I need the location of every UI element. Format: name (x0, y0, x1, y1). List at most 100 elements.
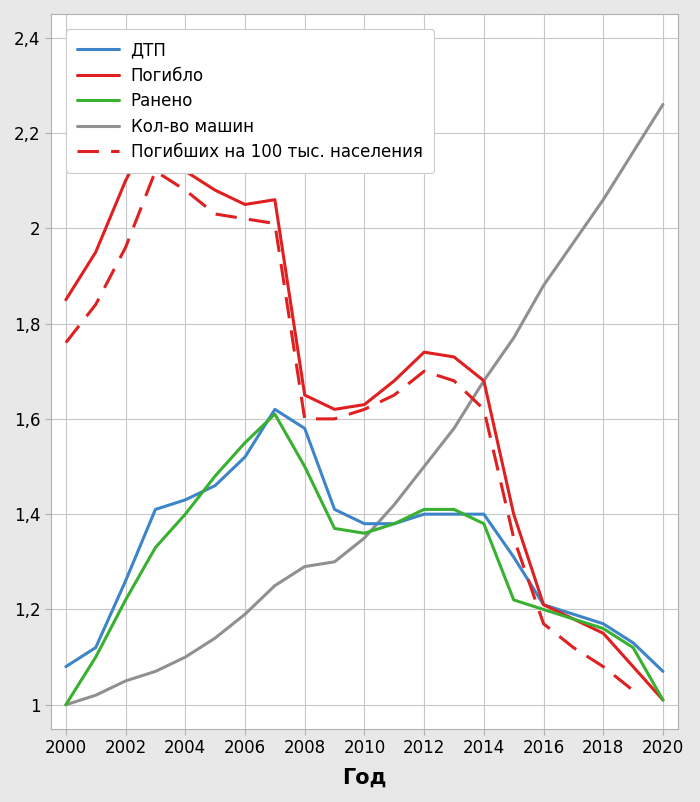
Ранено (390, 519, 398, 529)
Погибло (330, 404, 339, 414)
Погибших на 100 тыс. населения (390, 391, 398, 400)
ДТП (390, 519, 398, 529)
Погибло (211, 185, 219, 195)
ДТП (540, 600, 548, 610)
Погибших на 100 тыс. населения (420, 367, 428, 376)
ДТП (360, 519, 369, 529)
Погибло (390, 376, 398, 386)
ДТП (510, 553, 518, 562)
Погибших на 100 тыс. населения (330, 414, 339, 423)
Погибших на 100 тыс. населения (480, 404, 488, 414)
Line: Погибло: Погибло (66, 124, 663, 700)
Погибших на 100 тыс. населения (450, 376, 459, 386)
Погибших на 100 тыс. населения (569, 642, 577, 652)
Кол-во машин (420, 462, 428, 472)
Погибших на 100 тыс. населения (181, 185, 190, 195)
Ранено (330, 524, 339, 533)
Погибло (62, 295, 70, 305)
Кол-во машин (569, 237, 577, 247)
Погибших на 100 тыс. населения (629, 686, 637, 695)
Кол-во машин (300, 561, 309, 571)
Кол-во машин (241, 610, 249, 619)
Кол-во машин (510, 333, 518, 342)
Ранено (211, 472, 219, 481)
Ранено (450, 504, 459, 514)
Кол-во машин (659, 99, 667, 109)
Погибло (360, 399, 369, 409)
Погибших на 100 тыс. населения (540, 619, 548, 629)
Кол-во машин (330, 557, 339, 567)
Кол-во машин (480, 376, 488, 386)
Line: Кол-во машин: Кол-во машин (66, 104, 663, 705)
Кол-во машин (211, 634, 219, 643)
Кол-во машин (151, 666, 160, 676)
Line: Ранено: Ранено (66, 414, 663, 705)
Погибших на 100 тыс. населения (151, 166, 160, 176)
Ранено (629, 642, 637, 652)
Погибло (92, 247, 100, 257)
Погибших на 100 тыс. населения (62, 338, 70, 347)
Погибло (151, 119, 160, 128)
Кол-во машин (540, 281, 548, 290)
ДТП (62, 662, 70, 671)
Ранено (271, 409, 279, 419)
ДТП (450, 509, 459, 519)
Погибло (121, 176, 130, 185)
Ранено (181, 509, 190, 519)
Ранено (569, 614, 577, 624)
Погибло (599, 629, 608, 638)
ДТП (241, 452, 249, 462)
Legend: ДТП, Погибло, Ранено, Кол-во машин, Погибших на 100 тыс. населения: ДТП, Погибло, Ранено, Кол-во машин, Поги… (66, 30, 434, 172)
Погибло (241, 200, 249, 209)
Погибло (659, 695, 667, 705)
Погибло (510, 509, 518, 519)
ДТП (420, 509, 428, 519)
Ранено (659, 695, 667, 705)
Line: Погибших на 100 тыс. населения: Погибших на 100 тыс. населения (66, 171, 633, 691)
Погибших на 100 тыс. населения (121, 242, 130, 252)
ДТП (211, 480, 219, 490)
Погибших на 100 тыс. населения (271, 219, 279, 229)
Кол-во машин (599, 195, 608, 205)
Кол-во машин (92, 691, 100, 700)
Ранено (121, 595, 130, 605)
Погибло (271, 195, 279, 205)
Кол-во машин (271, 581, 279, 590)
ДТП (271, 404, 279, 414)
Line: ДТП: ДТП (66, 409, 663, 671)
Погибло (480, 376, 488, 386)
Погибших на 100 тыс. населения (599, 662, 608, 671)
Погибло (181, 166, 190, 176)
Погибших на 100 тыс. населения (360, 404, 369, 414)
Ранено (480, 519, 488, 529)
Погибло (300, 391, 309, 400)
ДТП (599, 619, 608, 629)
Ранено (300, 462, 309, 472)
X-axis label: Год: Год (342, 768, 386, 788)
ДТП (659, 666, 667, 676)
Погибло (629, 662, 637, 671)
ДТП (629, 638, 637, 648)
Кол-во машин (360, 533, 369, 543)
ДТП (480, 509, 488, 519)
ДТП (181, 495, 190, 504)
Ранено (360, 529, 369, 538)
Ранено (62, 700, 70, 710)
Кол-во машин (181, 652, 190, 662)
Кол-во машин (121, 676, 130, 686)
Ранено (420, 504, 428, 514)
Ранено (151, 543, 160, 553)
Ранено (92, 652, 100, 662)
Кол-во машин (390, 500, 398, 509)
ДТП (300, 423, 309, 433)
ДТП (569, 610, 577, 619)
ДТП (330, 504, 339, 514)
Погибло (420, 347, 428, 357)
Погибших на 100 тыс. населения (300, 414, 309, 423)
Погибших на 100 тыс. населения (510, 533, 518, 543)
Кол-во машин (62, 700, 70, 710)
Кол-во машин (629, 148, 637, 157)
Кол-во машин (450, 423, 459, 433)
Погибших на 100 тыс. населения (211, 209, 219, 219)
Погибло (569, 614, 577, 624)
